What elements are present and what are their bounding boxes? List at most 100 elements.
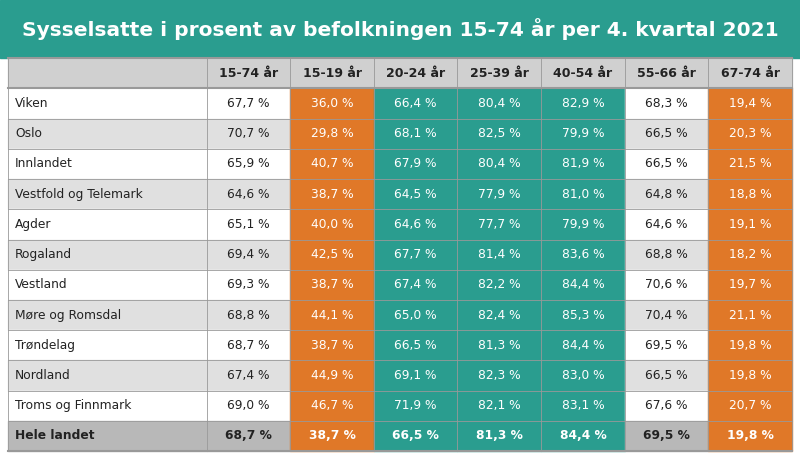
Bar (374, 209, 458, 239)
Text: 68,3 %: 68,3 % (646, 97, 688, 110)
Text: 40,7 %: 40,7 % (311, 157, 354, 171)
Bar (8, 119, 206, 149)
Text: 68,8 %: 68,8 % (227, 308, 270, 322)
Text: 67,6 %: 67,6 % (646, 399, 688, 412)
Text: 65,1 %: 65,1 % (227, 218, 270, 231)
Bar (458, 149, 541, 179)
Text: 82,3 %: 82,3 % (478, 369, 521, 382)
Bar (625, 119, 708, 149)
Bar (458, 119, 541, 149)
Text: Trøndelag: Trøndelag (15, 339, 75, 352)
Bar (8, 330, 206, 360)
Bar (8, 270, 206, 300)
Bar (625, 421, 708, 451)
Text: 44,1 %: 44,1 % (311, 308, 354, 322)
Text: 67,7 %: 67,7 % (394, 248, 437, 261)
Bar (708, 421, 792, 451)
Bar (206, 390, 290, 421)
Text: 69,4 %: 69,4 % (227, 248, 270, 261)
Text: Sysselsatte i prosent av befolkningen 15-74 år per 4. kvartal 2021: Sysselsatte i prosent av befolkningen 15… (22, 18, 778, 40)
Text: 15-74 år: 15-74 år (219, 67, 278, 80)
Text: 68,7 %: 68,7 % (225, 430, 272, 442)
Text: 66,5 %: 66,5 % (394, 339, 437, 352)
Bar (290, 239, 374, 270)
Bar (708, 149, 792, 179)
Text: 64,6 %: 64,6 % (227, 188, 270, 201)
Bar (625, 239, 708, 270)
Text: 25-39 år: 25-39 år (470, 67, 529, 80)
Text: 21,1 %: 21,1 % (729, 308, 771, 322)
Bar (8, 360, 206, 390)
Text: Nordland: Nordland (15, 369, 70, 382)
Text: 81,4 %: 81,4 % (478, 248, 521, 261)
Bar (541, 421, 625, 451)
Bar (458, 209, 541, 239)
Text: 68,1 %: 68,1 % (394, 127, 437, 140)
Bar (541, 330, 625, 360)
Bar (458, 270, 541, 300)
Text: 19,1 %: 19,1 % (729, 218, 771, 231)
Bar (290, 360, 374, 390)
Bar (374, 179, 458, 209)
Text: 67,4 %: 67,4 % (227, 369, 270, 382)
Bar (708, 119, 792, 149)
Text: Rogaland: Rogaland (15, 248, 72, 261)
Bar (541, 179, 625, 209)
Bar (625, 330, 708, 360)
Text: 20,7 %: 20,7 % (729, 399, 771, 412)
Bar (8, 421, 206, 451)
Bar (374, 119, 458, 149)
Text: 66,5 %: 66,5 % (392, 430, 439, 442)
Bar (290, 330, 374, 360)
Bar (708, 88, 792, 119)
Bar (458, 360, 541, 390)
Text: 67,9 %: 67,9 % (394, 157, 437, 171)
Text: 77,7 %: 77,7 % (478, 218, 521, 231)
Bar (458, 88, 541, 119)
Bar (290, 390, 374, 421)
Text: 83,0 %: 83,0 % (562, 369, 604, 382)
Bar (708, 179, 792, 209)
Text: 64,5 %: 64,5 % (394, 188, 437, 201)
Text: 70,7 %: 70,7 % (227, 127, 270, 140)
Text: 71,9 %: 71,9 % (394, 399, 437, 412)
Text: 80,4 %: 80,4 % (478, 97, 521, 110)
Text: 69,5 %: 69,5 % (646, 339, 688, 352)
Bar (625, 179, 708, 209)
Bar (206, 209, 290, 239)
Text: Viken: Viken (15, 97, 49, 110)
Bar (206, 239, 290, 270)
Text: 82,2 %: 82,2 % (478, 278, 521, 291)
Text: 79,9 %: 79,9 % (562, 218, 604, 231)
Bar (374, 330, 458, 360)
Bar (458, 239, 541, 270)
Bar (625, 88, 708, 119)
Bar (541, 209, 625, 239)
Bar (541, 88, 625, 119)
Bar (625, 270, 708, 300)
Bar (0, 0, 800, 58)
Bar (206, 270, 290, 300)
Text: 20-24 år: 20-24 år (386, 67, 446, 80)
Text: 18,2 %: 18,2 % (729, 248, 771, 261)
Text: 15-19 år: 15-19 år (302, 67, 362, 80)
Text: 38,7 %: 38,7 % (310, 339, 354, 352)
Text: 20,3 %: 20,3 % (729, 127, 771, 140)
Text: Innlandet: Innlandet (15, 157, 73, 171)
Text: 42,5 %: 42,5 % (310, 248, 354, 261)
Text: 40-54 år: 40-54 år (554, 67, 613, 80)
Bar (206, 149, 290, 179)
Text: Troms og Finnmark: Troms og Finnmark (15, 399, 131, 412)
Text: 81,9 %: 81,9 % (562, 157, 604, 171)
Text: 85,3 %: 85,3 % (562, 308, 604, 322)
Text: Oslo: Oslo (15, 127, 42, 140)
Bar (458, 330, 541, 360)
Bar (8, 88, 206, 119)
Bar (458, 179, 541, 209)
Text: 65,9 %: 65,9 % (227, 157, 270, 171)
Bar (374, 239, 458, 270)
Bar (290, 270, 374, 300)
Text: 66,5 %: 66,5 % (646, 369, 688, 382)
Text: 69,1 %: 69,1 % (394, 369, 437, 382)
Bar (625, 300, 708, 330)
